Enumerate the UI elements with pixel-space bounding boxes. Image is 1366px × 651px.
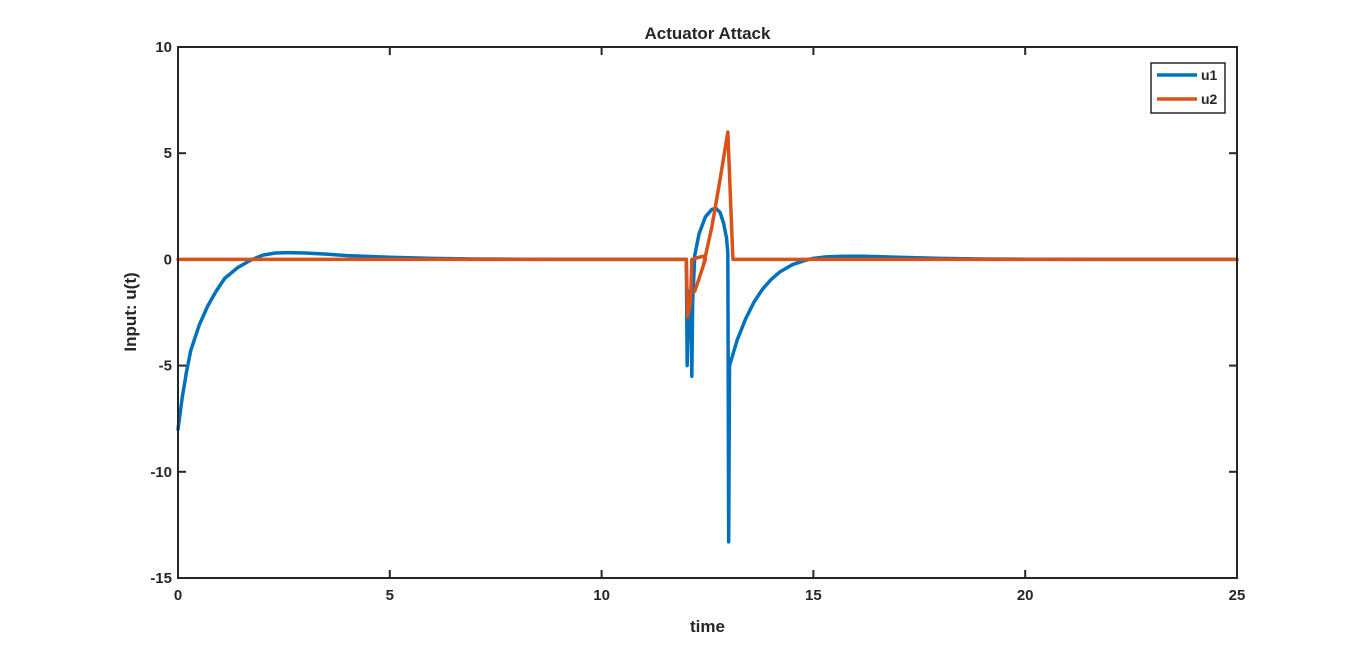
legend-label-u1: u1 bbox=[1201, 67, 1218, 83]
y-tick-label: -10 bbox=[150, 464, 172, 481]
legend-label-u2: u2 bbox=[1201, 91, 1218, 107]
x-tick-label: 10 bbox=[593, 587, 610, 604]
x-axis-label: time bbox=[690, 617, 725, 636]
x-tick-label: 25 bbox=[1229, 587, 1246, 604]
plot-frame bbox=[177, 46, 1238, 579]
axis-ticks: 0 5 10 15 20 25 -15 -10 -5 0 5 10 bbox=[150, 39, 1245, 604]
x-tick-label: 15 bbox=[805, 587, 822, 604]
legend-box bbox=[1150, 62, 1226, 114]
y-axis-label: Input: u(t) bbox=[121, 272, 140, 351]
y-tick-label: 5 bbox=[164, 145, 172, 162]
x-tick-label: 5 bbox=[386, 587, 394, 604]
y-tick-label: 10 bbox=[155, 39, 172, 56]
y-tick-label: 0 bbox=[164, 251, 172, 268]
plot-area bbox=[178, 47, 1237, 578]
y-tick-label: -15 bbox=[150, 570, 172, 587]
y-tick-label: -5 bbox=[159, 358, 172, 375]
series-line-u2 bbox=[176, 130, 1239, 319]
x-tick-label: 0 bbox=[174, 587, 182, 604]
chart-title: Actuator Attack bbox=[645, 24, 771, 43]
x-tick-label: 20 bbox=[1017, 587, 1034, 604]
series-layer bbox=[176, 130, 1239, 544]
legend: u1 u2 bbox=[1150, 62, 1226, 114]
